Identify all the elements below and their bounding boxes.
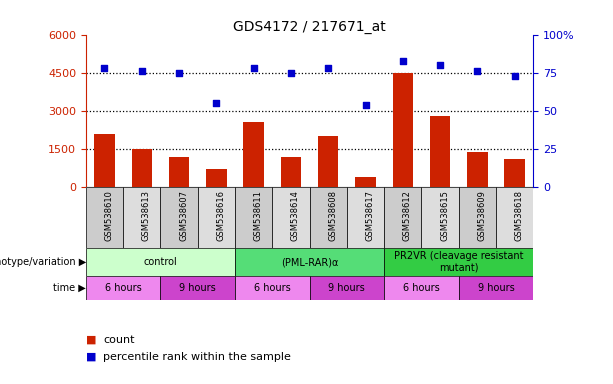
- Bar: [161, 276, 235, 300]
- Text: percentile rank within the sample: percentile rank within the sample: [103, 352, 291, 362]
- Bar: [310, 187, 347, 248]
- Point: [174, 70, 184, 76]
- Bar: [318, 136, 338, 187]
- Text: GSM538609: GSM538609: [478, 190, 486, 241]
- Point: [249, 65, 259, 71]
- Bar: [281, 157, 301, 187]
- Text: GSM538610: GSM538610: [104, 190, 113, 241]
- Bar: [197, 187, 235, 248]
- Bar: [310, 276, 384, 300]
- Bar: [496, 187, 533, 248]
- Bar: [347, 187, 384, 248]
- Bar: [123, 187, 161, 248]
- Bar: [132, 149, 152, 187]
- Text: 9 hours: 9 hours: [478, 283, 514, 293]
- Text: GSM538616: GSM538616: [216, 190, 226, 241]
- Point: [323, 65, 333, 71]
- Point: [360, 102, 370, 108]
- Point: [473, 68, 482, 74]
- Text: GSM538611: GSM538611: [254, 190, 262, 241]
- Text: GSM538613: GSM538613: [142, 190, 151, 241]
- Text: genotype/variation ▶: genotype/variation ▶: [0, 257, 86, 267]
- Bar: [161, 187, 197, 248]
- Bar: [86, 248, 235, 276]
- Text: GSM538607: GSM538607: [179, 190, 188, 241]
- Point: [398, 58, 408, 64]
- Bar: [430, 116, 451, 187]
- Text: GSM538608: GSM538608: [328, 190, 337, 241]
- Text: GSM538618: GSM538618: [515, 190, 524, 241]
- Bar: [235, 276, 310, 300]
- Text: count: count: [103, 335, 134, 345]
- Bar: [356, 177, 376, 187]
- Text: ■: ■: [86, 352, 96, 362]
- Text: PR2VR (cleavage resistant
mutant): PR2VR (cleavage resistant mutant): [394, 251, 524, 273]
- Bar: [206, 169, 227, 187]
- Bar: [94, 134, 115, 187]
- Bar: [467, 152, 487, 187]
- Bar: [235, 187, 272, 248]
- Bar: [169, 157, 189, 187]
- Bar: [384, 248, 533, 276]
- Text: (PML-RAR)α: (PML-RAR)α: [281, 257, 338, 267]
- Point: [286, 70, 296, 76]
- Bar: [86, 187, 123, 248]
- Bar: [504, 159, 525, 187]
- Text: 6 hours: 6 hours: [403, 283, 440, 293]
- Point: [137, 68, 147, 74]
- Bar: [235, 248, 384, 276]
- Bar: [243, 122, 264, 187]
- Bar: [459, 187, 496, 248]
- Text: 9 hours: 9 hours: [180, 283, 216, 293]
- Text: control: control: [143, 257, 177, 267]
- Point: [211, 100, 221, 106]
- Bar: [86, 276, 161, 300]
- Text: time ▶: time ▶: [53, 283, 86, 293]
- Text: GSM538612: GSM538612: [403, 190, 412, 241]
- Bar: [392, 73, 413, 187]
- Text: GSM538614: GSM538614: [291, 190, 300, 241]
- Point: [510, 73, 520, 79]
- Point: [99, 65, 109, 71]
- Text: GSM538617: GSM538617: [365, 190, 375, 241]
- Point: [435, 62, 445, 68]
- Text: 9 hours: 9 hours: [329, 283, 365, 293]
- Bar: [384, 187, 421, 248]
- Text: 6 hours: 6 hours: [254, 283, 291, 293]
- Bar: [421, 187, 459, 248]
- Bar: [384, 276, 459, 300]
- Text: 6 hours: 6 hours: [105, 283, 142, 293]
- Bar: [459, 276, 533, 300]
- Bar: [272, 187, 310, 248]
- Text: GSM538615: GSM538615: [440, 190, 449, 241]
- Text: ■: ■: [86, 335, 96, 345]
- Title: GDS4172 / 217671_at: GDS4172 / 217671_at: [233, 20, 386, 33]
